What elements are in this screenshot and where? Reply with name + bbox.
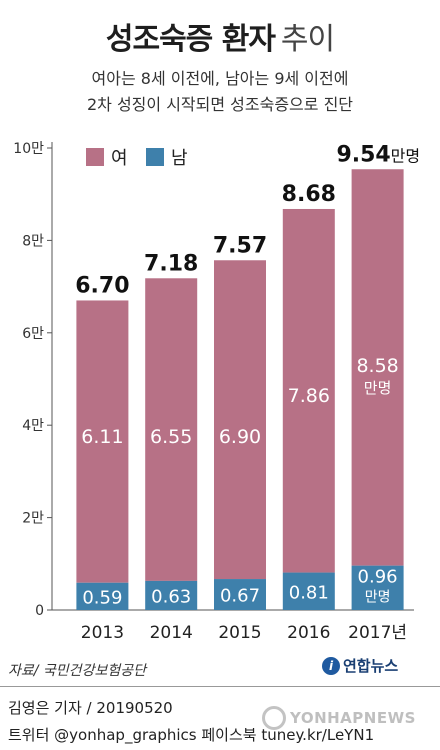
male-data-label: 0.59 [82, 587, 122, 608]
total-data-label: 7.57 [213, 233, 267, 258]
x-tick-label: 2015 [218, 623, 261, 643]
subtitle-line-2: 2차 성징이 시작되면 성조숙증으로 진단 [86, 95, 354, 114]
y-tick-label: 0 [35, 603, 44, 619]
total-data-label: 6.70 [75, 273, 129, 298]
legend-label-female: 여 [111, 148, 128, 169]
female-data-label: 8.58 [356, 355, 398, 377]
male-unit-label: 만명 [365, 590, 391, 606]
y-tick-label: 4만 [22, 418, 44, 434]
stacked-bar-chart: 0 2만 4만 6만 8만 10만 0.59 6.11 6.70 2013 0.63 6.55 7.18… [13, 141, 420, 643]
total-data-label: 8.68 [282, 182, 336, 207]
bar-male-2015 [214, 579, 266, 610]
yonhap-logo: i 연합뉴스 [322, 655, 398, 676]
total-data-label: 7.18 [144, 251, 198, 276]
female-data-label: 6.55 [150, 426, 192, 448]
watermark-text: YONHAPNEWS [290, 709, 416, 727]
legend-swatch-female [86, 148, 104, 166]
bar-female-2014 [145, 278, 198, 581]
title-sub: 추이 [280, 22, 335, 57]
female-data-label: 6.90 [219, 426, 261, 448]
y-tick-label: 10만 [13, 141, 44, 157]
y-tick-label: 2만 [22, 511, 44, 527]
female-data-label: 6.11 [81, 426, 123, 448]
watermark-ring-icon [262, 706, 286, 730]
bar-female-2016 [282, 208, 335, 573]
yonhap-logo-icon: i [322, 656, 340, 675]
bar-female-2015 [214, 260, 266, 580]
male-data-label: 0.81 [289, 582, 329, 603]
bar-male-2013 [76, 582, 129, 610]
footer-divider [0, 686, 440, 687]
x-tick-label: 2017년 [348, 623, 407, 643]
x-tick-label: 2013 [81, 623, 124, 643]
female-unit-label: 만명 [364, 379, 392, 397]
bar-male-2014 [145, 580, 198, 610]
male-data-label: 0.67 [220, 586, 260, 607]
legend-label-male: 남 [171, 148, 188, 169]
x-tick-label: 2016 [287, 623, 330, 643]
total-data-label: 9.54 [336, 142, 390, 167]
bar-male-2016 [282, 572, 335, 610]
male-data-label: 0.96 [358, 567, 398, 588]
subtitle: 여아는 8세 이전에, 남아는 9세 이전에 2차 성징이 시작되면 성조숙증으… [0, 66, 440, 118]
subtitle-line-1: 여아는 8세 이전에, 남아는 9세 이전에 [91, 69, 349, 88]
reporter-credit: 김영은 기자 / 20190520 [8, 699, 173, 717]
legend-swatch-male [146, 148, 164, 166]
bar-female-2013 [76, 300, 129, 583]
total-unit-label: 만명 [391, 146, 420, 165]
yonhapnews-watermark: YONHAPNEWS [262, 706, 416, 730]
y-tick-label: 6만 [22, 326, 44, 342]
source-note: 자료/ 국민건강보험공단 [8, 663, 146, 679]
social-links: 트위터 @yonhap_graphics 페이스북 tuney.kr/LeYN1 [8, 726, 375, 744]
y-tick-label: 8만 [22, 233, 44, 249]
female-data-label: 7.86 [288, 385, 330, 407]
male-data-label: 0.63 [151, 586, 191, 607]
x-tick-label: 2014 [150, 623, 193, 643]
title-main: 성조숙증 환자 [105, 22, 276, 57]
page-title: 성조숙증 환자 추이 [0, 14, 440, 58]
bar-female-2017년 [351, 169, 404, 566]
yonhap-logo-text: 연합뉴스 [343, 657, 399, 675]
bar-male-2017년 [351, 565, 404, 610]
